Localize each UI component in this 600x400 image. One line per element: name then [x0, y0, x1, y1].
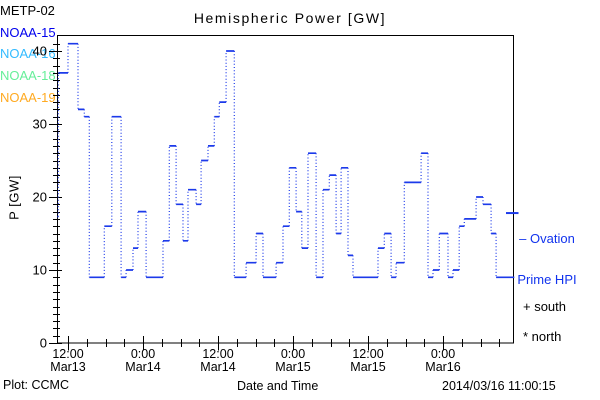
x-axis-title: Date and Time — [237, 379, 319, 393]
legend-item-noaa19: NOAA-19 — [0, 89, 56, 105]
y-tick-label: 30 — [33, 117, 47, 132]
hpi-step-line — [57, 42, 515, 279]
y-axis-title: P [GW] — [6, 175, 22, 220]
north-hemisphere-marker-key: * north — [523, 329, 562, 344]
x-tick-date-label: Mar16 — [425, 360, 460, 374]
plot-credit: Plot: CCMC — [3, 378, 69, 392]
ovation-label-line1: – Ovation — [519, 231, 575, 246]
y-tick-label: 40 — [33, 44, 47, 59]
x-tick-date-label: Mar15 — [350, 360, 385, 374]
hpi-step-line-risers — [57, 43, 497, 278]
legend-item-noaa15: NOAA-15 — [0, 24, 56, 40]
y-tick-label: 10 — [33, 263, 47, 278]
x-tick-time-label: 0:00 — [431, 347, 455, 361]
x-tick-time-label: 0:00 — [131, 347, 155, 361]
legend-item-noaa16: NOAA-16 — [0, 46, 56, 62]
satellite-legend: METP-02 NOAA-15 NOAA-16 NOAA-18 NOAA-19 — [0, 0, 600, 108]
south-hemisphere-marker-key: + south — [523, 299, 567, 314]
x-tick-time-label: 12:00 — [52, 347, 83, 361]
plot-frame — [57, 35, 514, 344]
y-tick-label: 20 — [33, 190, 47, 205]
x-tick-time-label: 12:00 — [202, 347, 233, 361]
x-tick-date-label: Mar14 — [125, 360, 160, 374]
legend-item-noaa18: NOAA-18 — [0, 68, 56, 84]
x-tick-time-label: 12:00 — [352, 347, 383, 361]
x-tick-date-label: Mar13 — [50, 360, 85, 374]
plot-timestamp: 2014/03/16 11:00:15 — [442, 379, 556, 393]
legend-item-metp02: METP-02 — [0, 3, 55, 18]
ovation-prime-hpi-label: – Ovation Prime HPI — [514, 205, 580, 313]
y-tick-label: 0 — [40, 336, 47, 351]
page-title: Hemispheric Power [GW] — [193, 10, 387, 26]
x-tick-date-label: Mar14 — [200, 360, 235, 374]
x-tick-time-label: 0:00 — [281, 347, 305, 361]
ovation-label-line2: Prime HPI — [517, 271, 577, 287]
x-tick-date-label: Mar15 — [275, 360, 310, 374]
